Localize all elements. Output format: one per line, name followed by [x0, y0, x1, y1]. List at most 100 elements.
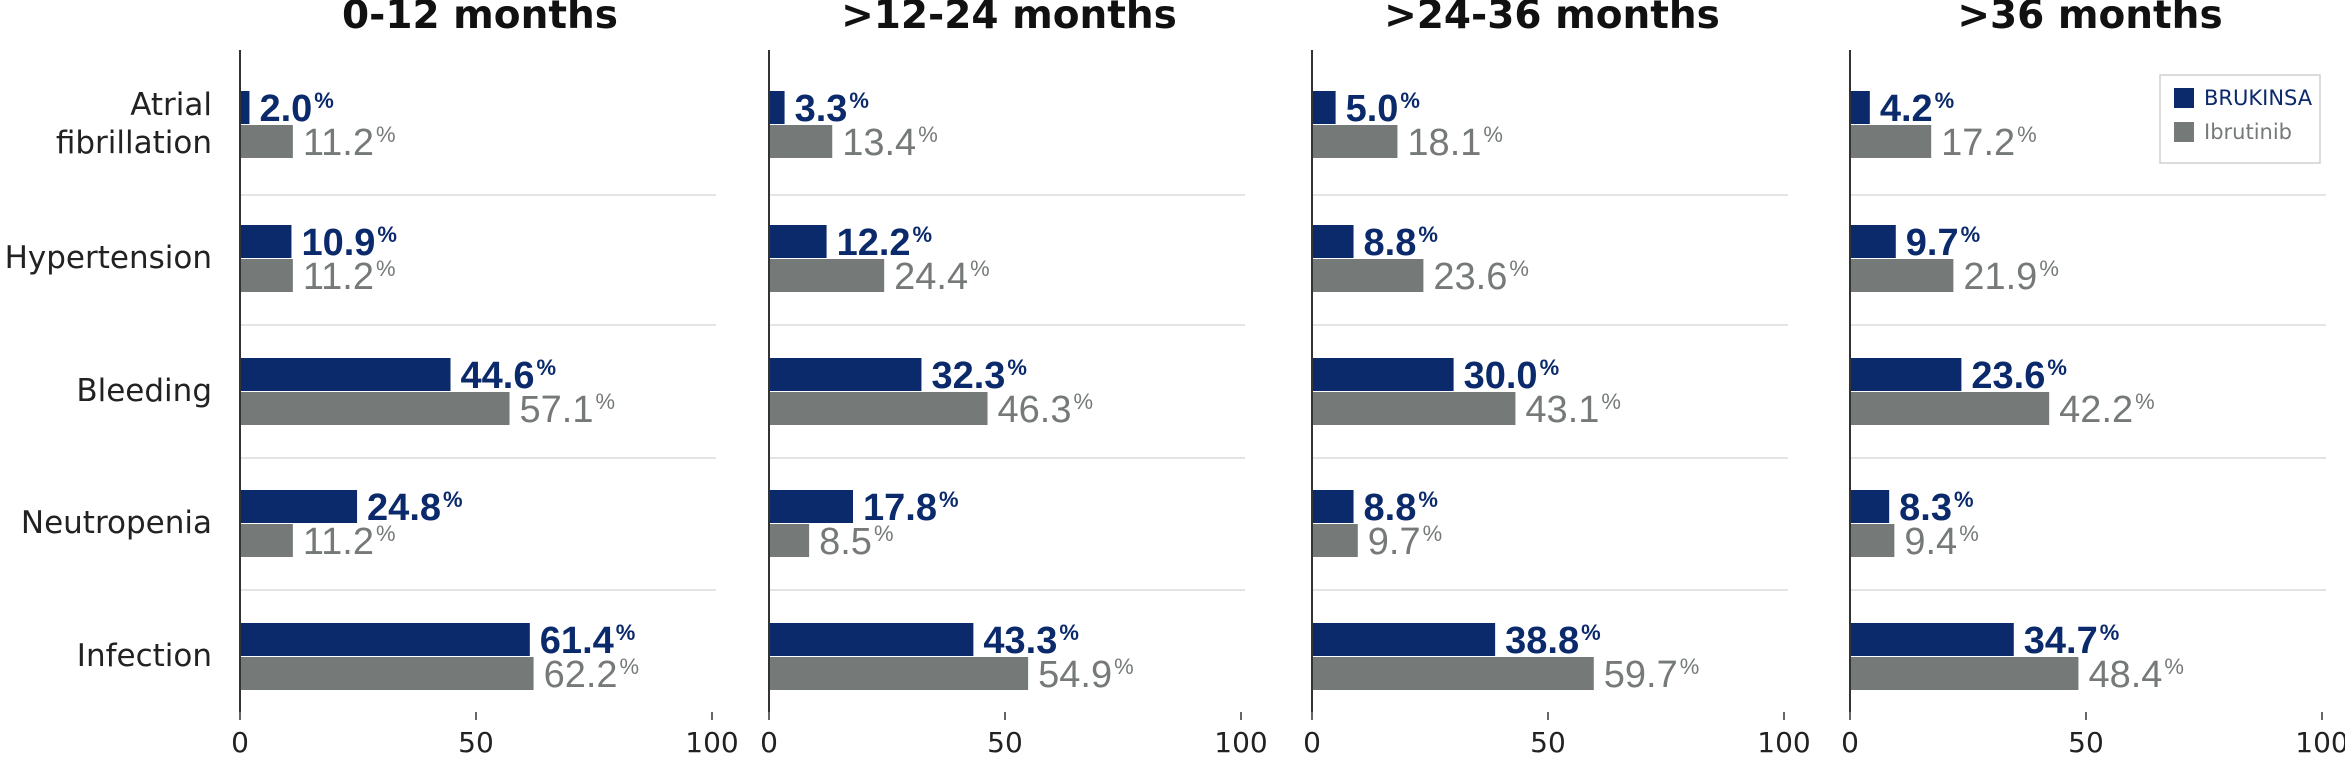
- value-suffix: %: [1959, 521, 1979, 546]
- panel-4: >36 months4.2%9.7%23.6%8.3%34.7%17.2%21.…: [1841, 0, 2345, 759]
- ibrutinib-value-label: 9.4%: [1904, 521, 1978, 563]
- brukinsa-value-label: 10.9%: [301, 222, 397, 264]
- value-suffix: %: [1935, 88, 1955, 113]
- value-number: 13.4: [842, 122, 916, 164]
- value-number: 10.9: [301, 222, 375, 264]
- brukinsa-value-label: 61.4%: [540, 620, 636, 662]
- value-suffix: %: [376, 122, 396, 147]
- ibrutinib-value-label: 11.2%: [303, 122, 396, 164]
- ibrutinib-value-label: 43.1%: [1525, 389, 1621, 431]
- brukinsa-bar: [1312, 490, 1354, 523]
- value-suffix: %: [1483, 122, 1503, 147]
- value-number: 2.0: [259, 88, 312, 130]
- value-suffix: %: [536, 355, 556, 380]
- ibrutinib-bar: [1850, 657, 2079, 690]
- brukinsa-value-label: 24.8%: [367, 487, 463, 529]
- value-suffix: %: [1680, 654, 1700, 679]
- ibrutinib-bar: [769, 657, 1029, 690]
- brukinsa-bar: [240, 623, 530, 656]
- value-number: 38.8: [1505, 620, 1579, 662]
- category-label-line: Hypertension: [5, 240, 212, 276]
- value-suffix: %: [1961, 222, 1981, 247]
- ibrutinib-bar: [240, 392, 510, 425]
- brukinsa-bar: [769, 358, 922, 391]
- brukinsa-value-label: 23.6%: [1971, 355, 2067, 397]
- category-label: Neutropenia: [21, 505, 212, 541]
- brukinsa-value-label: 8.3%: [1899, 487, 1973, 529]
- ibrutinib-bar: [1850, 524, 1895, 557]
- value-suffix: %: [1114, 654, 1134, 679]
- brukinsa-bar: [240, 358, 451, 391]
- value-number: 9.7: [1368, 521, 1421, 563]
- value-suffix: %: [1954, 487, 1974, 512]
- category-label: Hypertension: [5, 240, 212, 276]
- category-label-line: Atrial: [130, 87, 212, 123]
- brukinsa-bar: [240, 225, 292, 258]
- value-suffix: %: [1074, 389, 1094, 414]
- ibrutinib-value-label: 17.2%: [1941, 122, 2037, 164]
- value-number: 4.2: [1880, 88, 1933, 130]
- ibrutinib-value-label: 11.2%: [303, 256, 396, 298]
- x-tick-label: 50: [1530, 726, 1566, 759]
- value-suffix: %: [939, 487, 959, 512]
- value-suffix: %: [918, 122, 938, 147]
- ibrutinib-bar: [1850, 392, 2050, 425]
- value-suffix: %: [1418, 487, 1438, 512]
- value-suffix: %: [1423, 521, 1443, 546]
- value-suffix: %: [2017, 122, 2037, 147]
- x-tick-label: 0: [231, 726, 249, 759]
- ibrutinib-value-label: 54.9%: [1038, 654, 1134, 696]
- value-number: 3.3: [795, 88, 848, 130]
- category-label-line: Neutropenia: [21, 505, 212, 541]
- category-labels: Atrial fibrillation Hypertension Bleeding Ne…: [5, 87, 212, 674]
- brukinsa-value-label: 34.7%: [2024, 620, 2120, 662]
- ibrutinib-bar: [769, 524, 810, 557]
- legend-label: BRUKINSA: [2204, 86, 2313, 110]
- value-suffix: %: [1400, 88, 1420, 113]
- brukinsa-bar: [1850, 91, 1870, 124]
- value-suffix: %: [2047, 355, 2067, 380]
- ibrutinib-value-label: 21.9%: [1963, 256, 2059, 298]
- value-number: 11.2: [303, 122, 374, 164]
- ibrutinib-value-label: 59.7%: [1604, 654, 1700, 696]
- brukinsa-value-label: 17.8%: [863, 487, 959, 529]
- value-suffix: %: [1418, 222, 1438, 247]
- ibrutinib-bar: [240, 259, 293, 292]
- x-tick-label: 100: [685, 726, 738, 759]
- value-suffix: %: [874, 521, 894, 546]
- value-number: 21.9: [1963, 256, 2037, 298]
- brukinsa-value-label: 4.2%: [1880, 88, 1954, 130]
- panel-1: 0-12 months2.0%10.9%44.6%24.8%61.4%11.2%…: [231, 0, 739, 759]
- value-suffix: %: [1540, 355, 1560, 380]
- value-number: 12.2: [837, 222, 911, 264]
- value-number: 8.3: [1899, 487, 1952, 529]
- legend-label: Ibrutinib: [2204, 120, 2292, 144]
- value-suffix: %: [377, 222, 397, 247]
- value-suffix: %: [1601, 389, 1621, 414]
- value-number: 54.9: [1038, 654, 1112, 696]
- brukinsa-value-label: 43.3%: [983, 620, 1079, 662]
- value-number: 34.7: [2024, 620, 2098, 662]
- x-tick-label: 100: [2295, 726, 2345, 759]
- value-number: 59.7: [1604, 654, 1678, 696]
- brukinsa-bar: [769, 490, 854, 523]
- value-number: 32.3: [931, 355, 1005, 397]
- legend-swatch: [2174, 88, 2194, 108]
- value-suffix: %: [2100, 620, 2120, 645]
- category-label: Bleeding: [76, 373, 212, 409]
- value-suffix: %: [616, 620, 636, 645]
- brukinsa-bar: [1850, 490, 1890, 523]
- category-label-line: Bleeding: [76, 373, 212, 409]
- value-number: 23.6: [1971, 355, 2045, 397]
- value-number: 8.8: [1364, 487, 1417, 529]
- panel-title: >36 months: [1957, 0, 2222, 38]
- ibrutinib-bar: [1850, 125, 1932, 158]
- ibrutinib-bar: [1312, 125, 1398, 158]
- ibrutinib-bar: [1312, 392, 1516, 425]
- panel-title: >12-24 months: [841, 0, 1177, 38]
- category-label: Atrial fibrillation: [56, 87, 212, 161]
- value-suffix: %: [1509, 256, 1529, 281]
- value-number: 43.1: [1525, 389, 1599, 431]
- ibrutinib-bar: [240, 125, 293, 158]
- value-suffix: %: [2135, 389, 2155, 414]
